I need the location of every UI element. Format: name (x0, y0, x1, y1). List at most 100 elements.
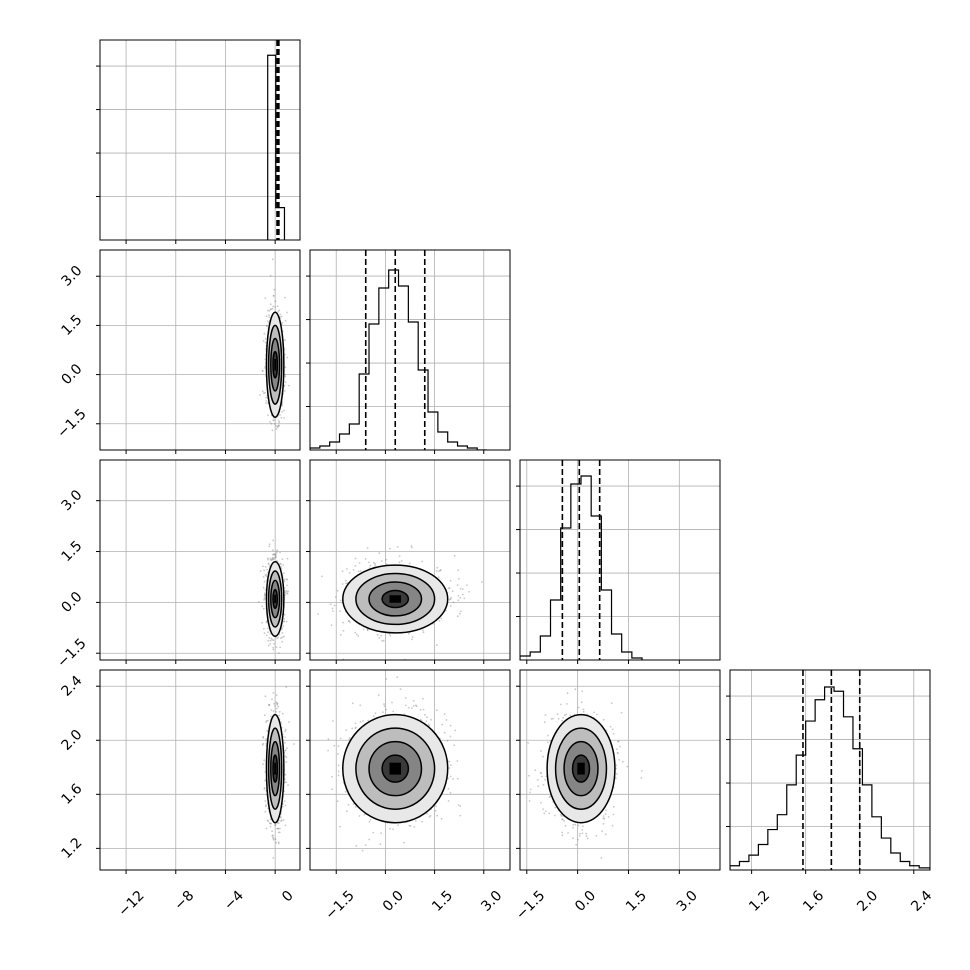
scatter-point (283, 580, 286, 583)
scatter-point (284, 736, 286, 739)
contour-line (270, 337, 281, 392)
scatter-point (279, 646, 281, 649)
scatter-point (265, 804, 267, 807)
scatter-point (449, 791, 452, 794)
scatter-point (272, 553, 274, 556)
scatter-point (284, 741, 286, 744)
scatter-point (331, 607, 334, 610)
scatter-point (459, 596, 462, 599)
scatter-point (421, 820, 423, 823)
scatter-point (281, 411, 283, 413)
scatter-point (333, 604, 336, 607)
scatter-point (282, 819, 285, 822)
scatter-point (279, 414, 281, 416)
y-tick-label: 0.0 (58, 361, 85, 388)
scatter-point (436, 566, 439, 569)
scatter-point (449, 605, 452, 607)
scatter-point (286, 747, 288, 750)
contour-line (267, 570, 283, 628)
scatter-point (399, 688, 402, 691)
scatter-point (263, 598, 265, 601)
scatter-point (367, 561, 370, 564)
scatter-point (277, 424, 280, 427)
scatter-point (284, 381, 287, 384)
scatter-point (447, 800, 450, 802)
scatter-point (367, 719, 369, 722)
scatter-point (265, 740, 268, 742)
scatter-point (374, 564, 377, 567)
scatter-point (380, 832, 382, 834)
scatter-point (449, 579, 452, 582)
scatter-point (272, 549, 274, 552)
scatter-point (453, 744, 456, 746)
scatter-point (262, 340, 265, 342)
scatter-point (574, 823, 577, 826)
scatter-point (602, 822, 605, 825)
scatter-point (286, 356, 289, 359)
scatter-point (263, 632, 266, 635)
scatter-point (281, 712, 284, 715)
scatter-point (359, 720, 362, 723)
scatter-point (277, 310, 280, 313)
contour-line (265, 560, 285, 638)
scatter-point (272, 836, 274, 839)
scatter-point (287, 784, 289, 786)
scatter-point (265, 575, 268, 578)
scatter-point (391, 701, 393, 704)
scatter-point (276, 549, 279, 552)
scatter-point (447, 787, 450, 790)
scatter-point (376, 633, 379, 636)
scatter-point (351, 727, 354, 730)
scatter-point (261, 605, 263, 608)
scatter-point (275, 552, 278, 554)
scatter-point (398, 555, 401, 557)
scatter-point (468, 590, 470, 593)
scatter-point (273, 289, 276, 291)
scatter-point (361, 849, 364, 852)
scatter-point (277, 827, 280, 830)
scatter-point (283, 409, 285, 412)
scatter-point (286, 584, 288, 587)
scatter-point (337, 770, 340, 773)
scatter-point (572, 823, 575, 826)
scatter-point (280, 563, 282, 565)
scatter-point (277, 842, 280, 845)
scatter-point (272, 646, 274, 649)
scatter-point (341, 583, 344, 585)
scatter-point (354, 631, 357, 634)
scatter-point (544, 714, 547, 716)
scatter-point (336, 589, 339, 592)
scatter-point (603, 817, 606, 820)
scatter-point (321, 575, 323, 578)
scatter-point (278, 424, 280, 427)
scatter-point (281, 558, 284, 560)
scatter-point (272, 295, 275, 297)
scatter-point (285, 756, 288, 759)
histogram-step (520, 475, 643, 660)
scatter-point (263, 714, 266, 717)
scatter-point (284, 728, 287, 731)
scatter-point (265, 621, 268, 624)
scatter-point (279, 827, 281, 830)
scatter-point (281, 636, 284, 639)
scatter-point (366, 629, 369, 632)
scatter-point (270, 709, 273, 711)
scatter-point (407, 706, 410, 709)
x-tick-label: −8 (171, 888, 197, 914)
scatter-point (265, 396, 268, 399)
scatter-point (440, 617, 443, 620)
scatter-point (422, 697, 424, 700)
scatter-point (339, 633, 342, 636)
scatter-point (281, 640, 284, 643)
scatter-point (263, 788, 266, 790)
scatter-point (276, 305, 279, 307)
scatter-point (274, 838, 277, 840)
scatter-point (272, 837, 275, 840)
scatter-point (411, 636, 414, 638)
scatter-point (409, 825, 412, 827)
scatter-point (271, 556, 274, 559)
scatter-point (580, 701, 583, 704)
scatter-point (283, 384, 286, 387)
scatter-point (617, 740, 619, 743)
scatter-point (267, 558, 269, 561)
